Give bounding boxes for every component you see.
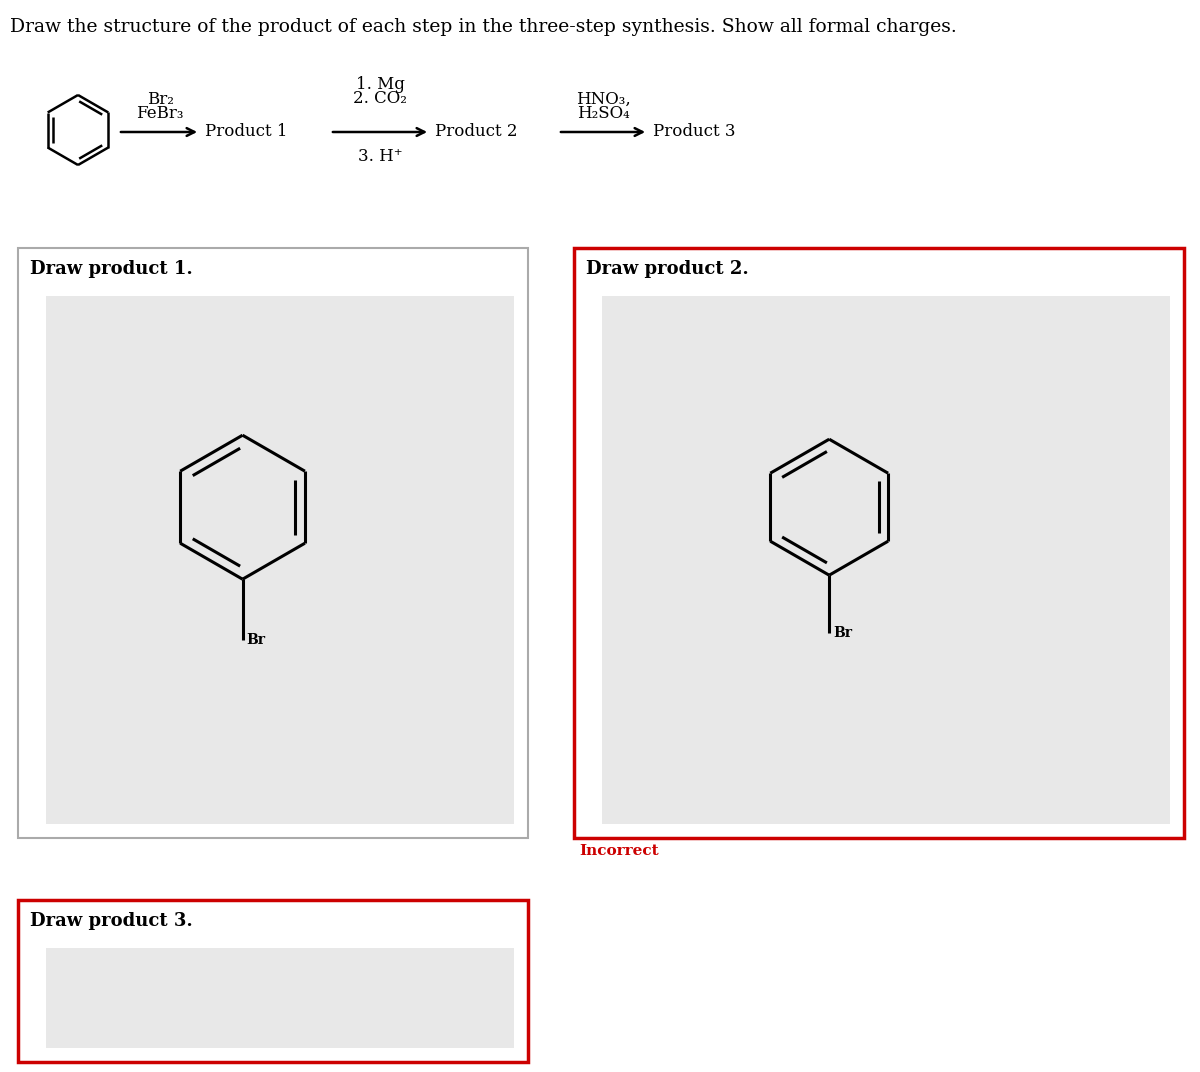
Text: Draw product 2.: Draw product 2. xyxy=(586,260,749,278)
Text: 1. Mg: 1. Mg xyxy=(355,76,404,93)
Text: 2. CO₂: 2. CO₂ xyxy=(353,90,407,107)
Text: Br₂: Br₂ xyxy=(146,91,174,108)
Text: Product 1: Product 1 xyxy=(205,123,288,140)
Text: Draw product 3.: Draw product 3. xyxy=(30,912,193,930)
Bar xyxy=(574,248,1184,838)
Bar xyxy=(46,296,514,824)
Text: Br: Br xyxy=(246,634,265,647)
Text: Draw product 1.: Draw product 1. xyxy=(30,260,193,278)
Text: Product 3: Product 3 xyxy=(653,123,736,140)
Text: Draw the structure of the product of each step in the three-step synthesis. Show: Draw the structure of the product of eac… xyxy=(10,18,956,36)
Text: HNO₃,: HNO₃, xyxy=(576,91,630,108)
Text: Product 2: Product 2 xyxy=(436,123,517,140)
Text: H₂SO₄: H₂SO₄ xyxy=(577,105,629,122)
Text: FeBr₃: FeBr₃ xyxy=(137,105,184,122)
Bar xyxy=(602,296,1170,824)
Text: Incorrect: Incorrect xyxy=(580,844,659,858)
Bar xyxy=(18,900,528,1062)
Text: Br: Br xyxy=(833,626,852,640)
Bar xyxy=(18,248,528,838)
Bar xyxy=(46,948,514,1048)
Text: 3. H⁺: 3. H⁺ xyxy=(358,148,402,165)
